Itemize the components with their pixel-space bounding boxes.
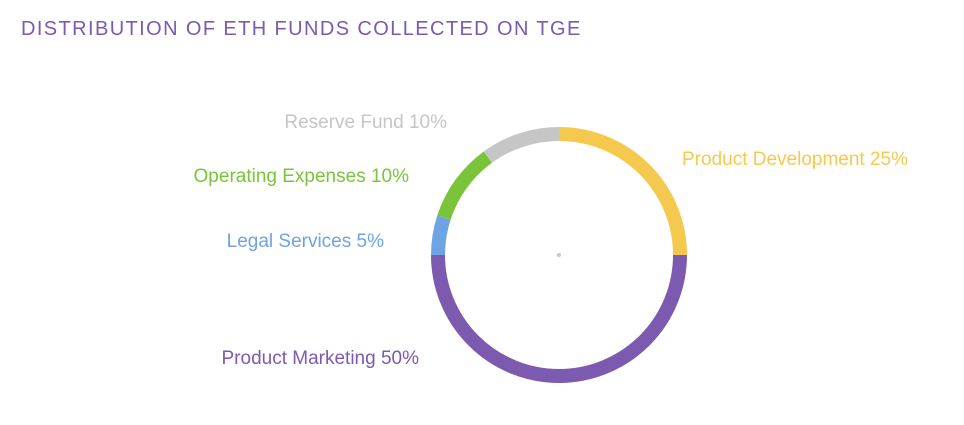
- label-operating-expenses: Operating Expenses 10%: [194, 166, 410, 187]
- slice-product-marketing: [431, 254, 687, 383]
- slice-product-development: [558, 127, 687, 256]
- label-reserve-fund: Reserve Fund 10%: [284, 112, 447, 133]
- label-product-development: Product Development 25%: [682, 149, 908, 170]
- slice-reserve-fund: [483, 127, 560, 163]
- slice-legal-services: [431, 215, 451, 256]
- label-legal-services: Legal Services 5%: [227, 231, 384, 252]
- label-product-marketing: Product Marketing 50%: [222, 348, 420, 369]
- slice-operating-expenses: [437, 151, 493, 220]
- label-group: Product Development 25% Product Marketing…: [194, 112, 909, 369]
- page-title: DISTRIBUTION OF ETH FUNDS COLLECTED ON T…: [21, 18, 582, 40]
- ring-group: [431, 127, 687, 383]
- center-marker: [557, 253, 561, 257]
